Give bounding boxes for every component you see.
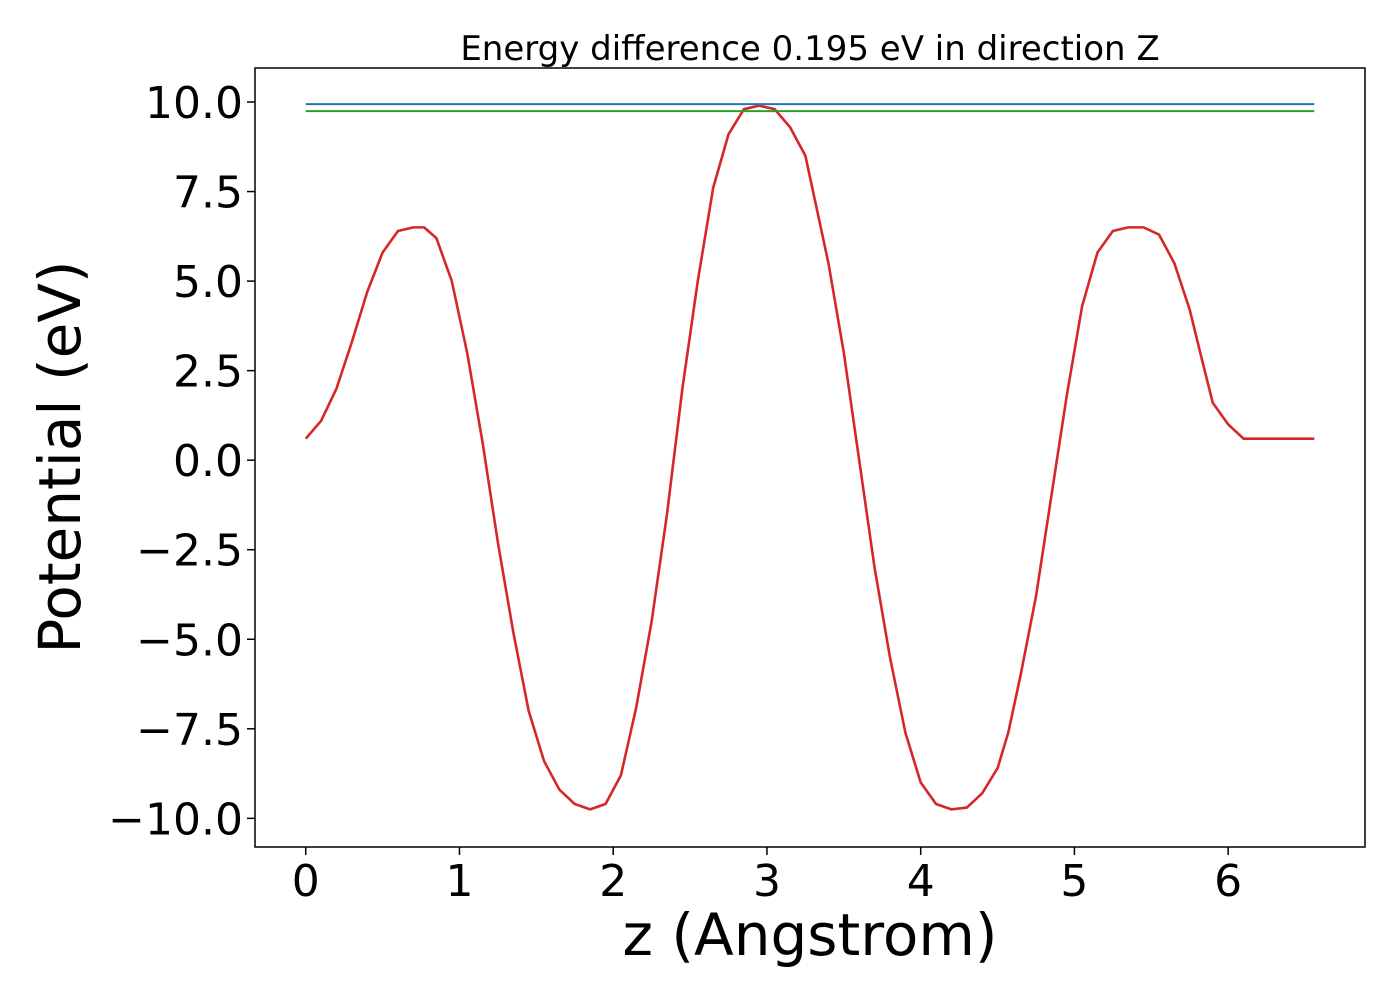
y-tick-label: 5.0: [173, 257, 243, 308]
x-axis-ticks: 0 1 2 3 4 5 6: [292, 847, 1242, 907]
y-axis-ticks: 10.0 7.5 5.0 2.5 0.0 −2.5 −5.0 −7.5 −10.0: [108, 78, 255, 845]
plot-frame: [254, 67, 1366, 848]
x-tick-label: 2: [599, 856, 627, 907]
y-tick-label: −2.5: [136, 526, 243, 577]
y-tick-label: −10.0: [108, 794, 243, 845]
x-tick-label: 0: [292, 856, 320, 907]
y-tick-label: 10.0: [145, 78, 243, 129]
x-tick-label: 6: [1214, 856, 1242, 907]
series-layer: [304, 103, 1315, 811]
y-tick-label: 7.5: [173, 168, 243, 219]
y-tick-label: −5.0: [136, 615, 243, 666]
x-tick-label: 5: [1060, 856, 1088, 907]
y-tick-label: −7.5: [136, 705, 243, 756]
x-tick-label: 3: [753, 856, 781, 907]
chart-title: Energy difference 0.195 eV in direction …: [460, 29, 1159, 69]
y-axis-label: Potential (eV): [26, 260, 94, 653]
x-tick-label: 1: [445, 856, 473, 907]
y-tick-label: 0.0: [173, 436, 243, 487]
y-tick-label: 2.5: [173, 347, 243, 398]
x-axis-label: z (Angstrom): [623, 901, 998, 969]
x-tick-label: 4: [907, 856, 935, 907]
series-line-0: [304, 104, 1315, 811]
